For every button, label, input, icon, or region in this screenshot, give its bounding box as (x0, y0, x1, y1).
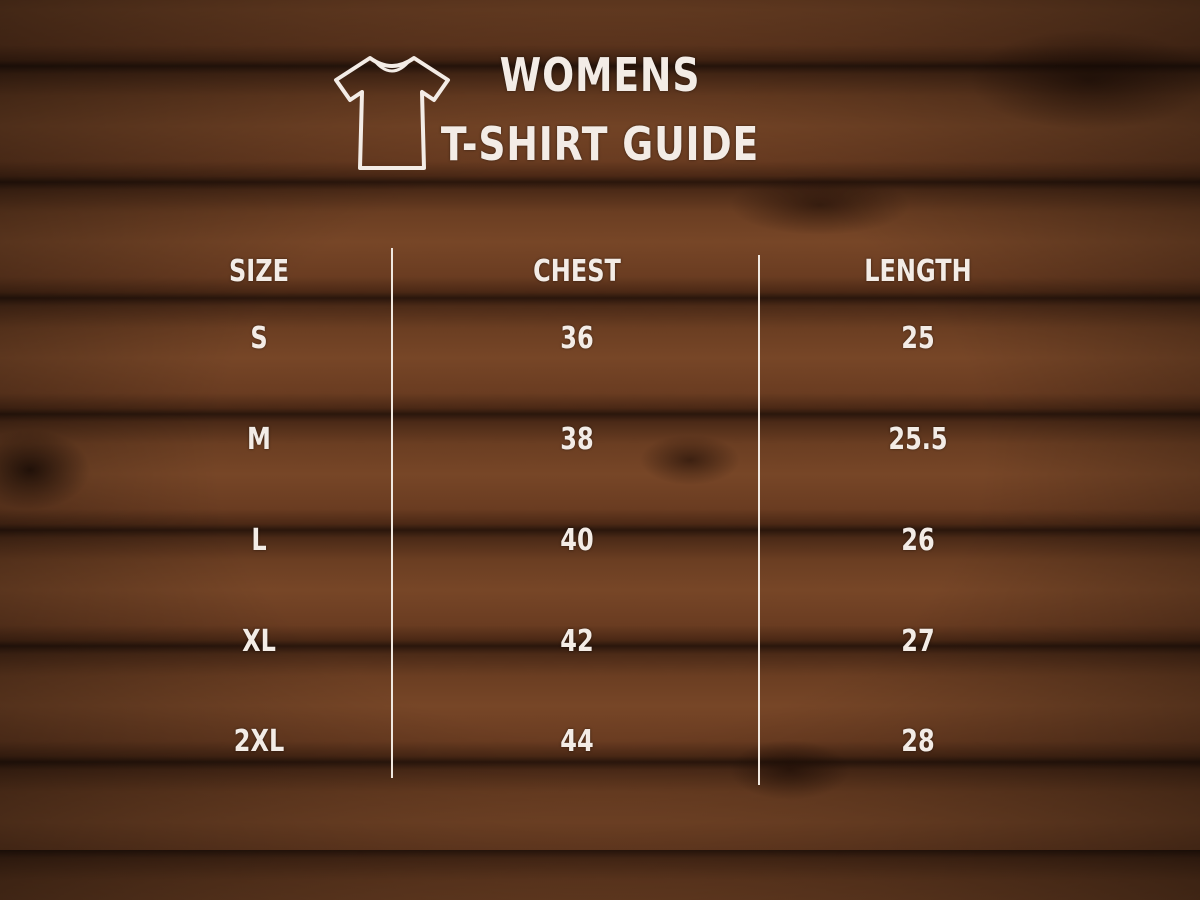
cell-size: L (251, 523, 267, 558)
cell-chest: 36 (560, 321, 594, 356)
cell-length: 28 (901, 724, 935, 759)
cell-chest: 40 (560, 523, 594, 558)
column-divider (758, 255, 760, 785)
cell-size: S (250, 321, 268, 356)
cell-size: XL (242, 624, 276, 659)
cell-length: 27 (901, 624, 935, 659)
header-chest: CHEST (533, 254, 621, 289)
cell-length: 25.5 (888, 422, 948, 457)
column-divider (391, 248, 393, 778)
cell-chest: 38 (560, 422, 594, 457)
cell-chest: 42 (560, 624, 594, 659)
tshirt-icon (334, 56, 450, 170)
cell-chest: 44 (560, 724, 594, 759)
cell-size: M (247, 422, 271, 457)
title-line-1: WOMENS (499, 48, 701, 102)
cell-size: 2XL (233, 724, 285, 759)
title-line-2: T-SHIRT GUIDE (440, 117, 760, 171)
cell-length: 25 (901, 321, 935, 356)
header-size: SIZE (228, 254, 289, 289)
header-length: LENGTH (864, 254, 972, 289)
cell-length: 26 (901, 523, 935, 558)
